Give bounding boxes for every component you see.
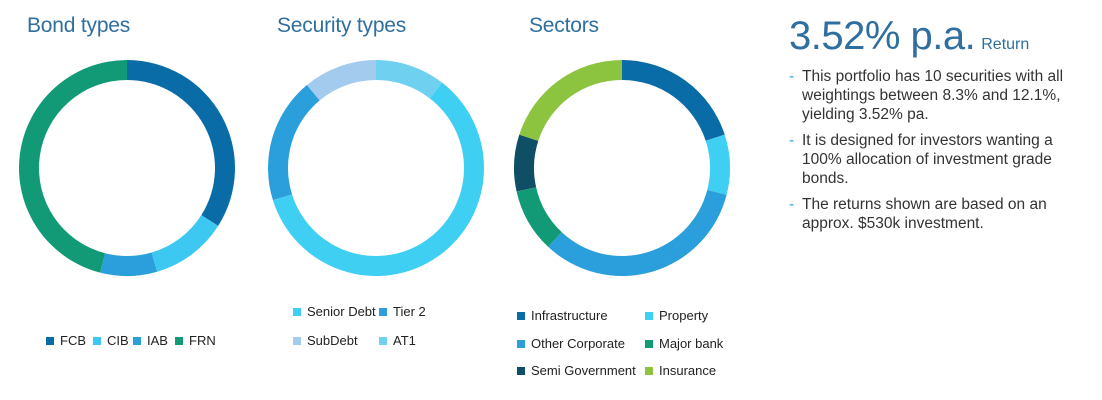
return-label: Return <box>981 36 1030 53</box>
legend-item-frn: FRN <box>175 333 216 348</box>
return-headline: 3.52% p.a. Return <box>789 14 1089 59</box>
sectors-donut <box>514 60 730 276</box>
legend-item-tier-2: Tier 2 <box>379 304 426 319</box>
legend-item-at1: AT1 <box>379 333 416 348</box>
legend-item-insurance: Insurance <box>645 363 716 378</box>
bullet-item: This portfolio has 10 securities with al… <box>789 67 1089 124</box>
legend-item-fcb: FCB <box>46 333 86 348</box>
slice-fcb <box>127 60 235 226</box>
legend-swatch <box>645 311 653 320</box>
sectors-title: Sectors <box>529 14 599 37</box>
slice-subdebt <box>306 60 376 101</box>
bond-types-donut <box>19 60 235 276</box>
slice-frn <box>19 60 127 273</box>
legend-swatch <box>379 336 387 345</box>
legend-item-semi-government: Semi Government <box>517 363 636 378</box>
summary-panel: 3.52% p.a. Return This portfolio has 10 … <box>789 14 1089 240</box>
legend-item-property: Property <box>645 308 708 323</box>
legend-swatch <box>517 366 525 375</box>
bond-types-title: Bond types <box>27 14 131 37</box>
bullet-item: It is designed for investors wanting a 1… <box>789 131 1089 188</box>
legend-swatch <box>93 336 101 345</box>
slice-iab <box>100 252 158 276</box>
slice-cib <box>151 215 219 272</box>
slice-infrastructure <box>622 60 725 141</box>
legend-item-major-bank: Major bank <box>645 336 723 351</box>
legend-swatch <box>645 339 653 348</box>
legend-swatch <box>645 366 653 375</box>
security-types-donut <box>268 60 484 277</box>
legend-swatch <box>379 307 387 316</box>
slice-semi-government <box>514 134 539 192</box>
legend-item-subdebt: SubDebt <box>293 333 358 348</box>
legend-swatch <box>517 339 525 348</box>
legend-swatch <box>46 336 54 345</box>
legend-swatch <box>293 336 301 345</box>
legend-item-senior-debt: Senior Debt <box>293 304 376 319</box>
bullet-item: The returns shown are based on an approx… <box>789 195 1089 233</box>
legend-swatch <box>517 311 525 320</box>
legend-swatch <box>133 336 141 345</box>
security-types-title: Security types <box>277 14 407 37</box>
return-value: 3.52% p.a. <box>789 14 976 58</box>
legend-item-cib: CIB <box>93 333 129 348</box>
slice-tier-2 <box>268 85 320 201</box>
legend-swatch <box>175 336 183 345</box>
legend-swatch <box>293 307 301 316</box>
slice-major-bank <box>516 187 562 247</box>
slice-property <box>705 134 730 195</box>
legend-item-other-corporate: Other Corporate <box>517 336 625 351</box>
legend-item-infrastructure: Infrastructure <box>517 308 608 323</box>
slice-at1 <box>376 60 443 99</box>
slice-insurance <box>519 60 622 141</box>
slice-other-corporate <box>548 189 727 276</box>
summary-bullets: This portfolio has 10 securities with al… <box>789 67 1089 233</box>
legend-item-iab: IAB <box>133 333 168 348</box>
